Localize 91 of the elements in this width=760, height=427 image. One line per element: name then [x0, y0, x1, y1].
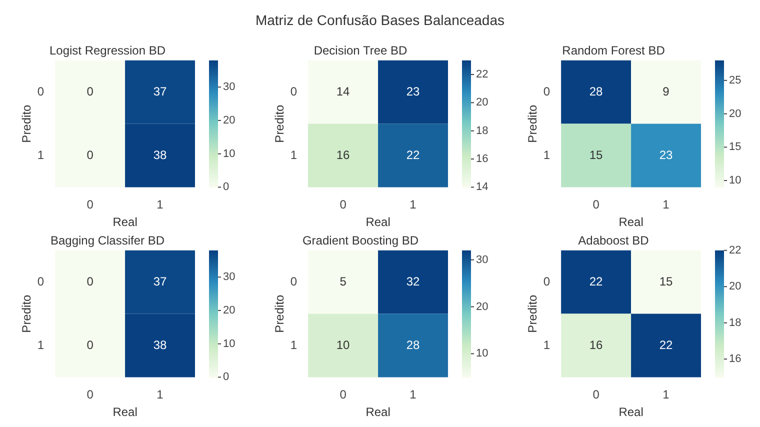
x-axis-title: Real: [366, 405, 390, 420]
data-label: 16: [589, 338, 604, 352]
data-label: 0: [86, 274, 94, 288]
color-bar-label: 30: [223, 81, 236, 94]
x-tick-label: 1: [662, 388, 670, 402]
data-label: 28: [406, 338, 420, 352]
chart-title: Bagging Classifer BD: [50, 234, 165, 248]
color-bar-label: 20: [729, 108, 742, 120]
color-bar-label: 30: [223, 271, 236, 284]
color-bar-label: 0: [223, 371, 230, 384]
y-tick-label: 0: [543, 274, 550, 288]
color-bar-label: 10: [223, 338, 236, 350]
color-bar-label: 20: [223, 114, 236, 126]
data-label: 5: [340, 274, 347, 288]
y-axis-title: Predito: [526, 104, 540, 143]
color-bar-label: 18: [729, 316, 742, 329]
data-label: 37: [153, 274, 168, 288]
y-tick-label: 0: [290, 84, 298, 98]
color-bar-label: 30: [476, 254, 488, 266]
x-axis-title: Real: [618, 405, 644, 420]
x-axis-title: Real: [112, 215, 138, 230]
y-axis-title: Predito: [272, 104, 287, 143]
x-tick-label: 0: [86, 198, 94, 212]
data-label: 23: [406, 84, 420, 98]
data-label: 37: [153, 84, 168, 98]
y-tick-label: 1: [290, 338, 298, 352]
y-tick-label: 1: [37, 338, 44, 352]
data-label: 16: [336, 148, 350, 162]
chart-title: Random Forest BD: [562, 44, 666, 58]
y-tick-label: 1: [37, 148, 44, 162]
color-bar-label: 20: [476, 300, 488, 313]
y-tick-label: 0: [37, 84, 44, 98]
data-label: 38: [153, 148, 168, 162]
x-tick-label: 1: [410, 388, 417, 402]
data-label: 9: [662, 84, 670, 98]
x-tick-label: 0: [592, 388, 600, 402]
data-label: 10: [336, 338, 350, 352]
data-label: 22: [406, 148, 420, 162]
x-tick-label: 0: [340, 198, 347, 212]
color-bar-label: 22: [729, 244, 742, 256]
text: Matriz de Confusão Bases Balanceadas: [254, 11, 506, 30]
y-tick-label: 1: [290, 148, 298, 162]
color-bar-label: 10: [729, 174, 742, 187]
color-bar-label: 20: [476, 96, 488, 109]
x-axis-title: Real: [618, 215, 644, 230]
data-label: 0: [86, 84, 94, 98]
x-tick-label: 1: [156, 388, 164, 402]
x-tick-label: 1: [410, 198, 417, 212]
data-label: 0: [86, 148, 94, 162]
color-bar-label: 14: [476, 181, 488, 194]
y-tick-label: 1: [543, 338, 550, 352]
data-label: 15: [659, 274, 674, 288]
y-axis-title: Predito: [20, 104, 34, 143]
x-tick-label: 0: [86, 388, 94, 402]
color-bar-label: 20: [729, 280, 742, 293]
chart-title: Decision Tree BD: [314, 44, 408, 58]
chart-title: Gradient Boosting BD: [302, 234, 419, 248]
y-tick-label: 0: [290, 274, 298, 288]
color-bar-label: 15: [729, 141, 742, 154]
y-axis-title: Predito: [20, 294, 34, 333]
color-bar-label: 0: [223, 181, 230, 194]
data-label: 15: [589, 148, 604, 162]
color-bar-label: 25: [729, 74, 742, 86]
x-tick-label: 1: [662, 198, 670, 212]
color-bar-label: 20: [223, 304, 236, 316]
data-label: 23: [659, 148, 674, 162]
data-label: 0: [86, 338, 94, 352]
y-axis-title: Predito: [526, 294, 540, 333]
x-tick-label: 0: [592, 198, 600, 212]
y-tick-label: 0: [543, 84, 550, 98]
color-bar-label: 16: [476, 153, 488, 166]
data-label: 14: [336, 84, 350, 98]
x-axis-title: Real: [366, 215, 390, 230]
data-label: 32: [406, 274, 420, 288]
color-bar-label: 18: [476, 124, 488, 137]
color-bar-label: 16: [729, 353, 742, 366]
color-bar-label: 10: [476, 348, 488, 360]
chart-title: Adaboost BD: [578, 234, 650, 248]
x-axis-title: Real: [112, 405, 138, 420]
x-tick-label: 0: [340, 388, 347, 402]
chart-title: Logist Regression BD: [49, 44, 166, 58]
data-label: 22: [589, 274, 604, 288]
color-bar-label: 10: [223, 148, 236, 160]
y-axis-title: Predito: [272, 294, 287, 333]
data-label: 22: [659, 338, 674, 352]
data-label: 28: [589, 84, 604, 98]
y-tick-label: 1: [543, 148, 550, 162]
data-label: 38: [153, 338, 168, 352]
color-bar-label: 22: [476, 68, 488, 81]
y-tick-label: 0: [37, 274, 44, 288]
x-tick-label: 1: [156, 198, 164, 212]
